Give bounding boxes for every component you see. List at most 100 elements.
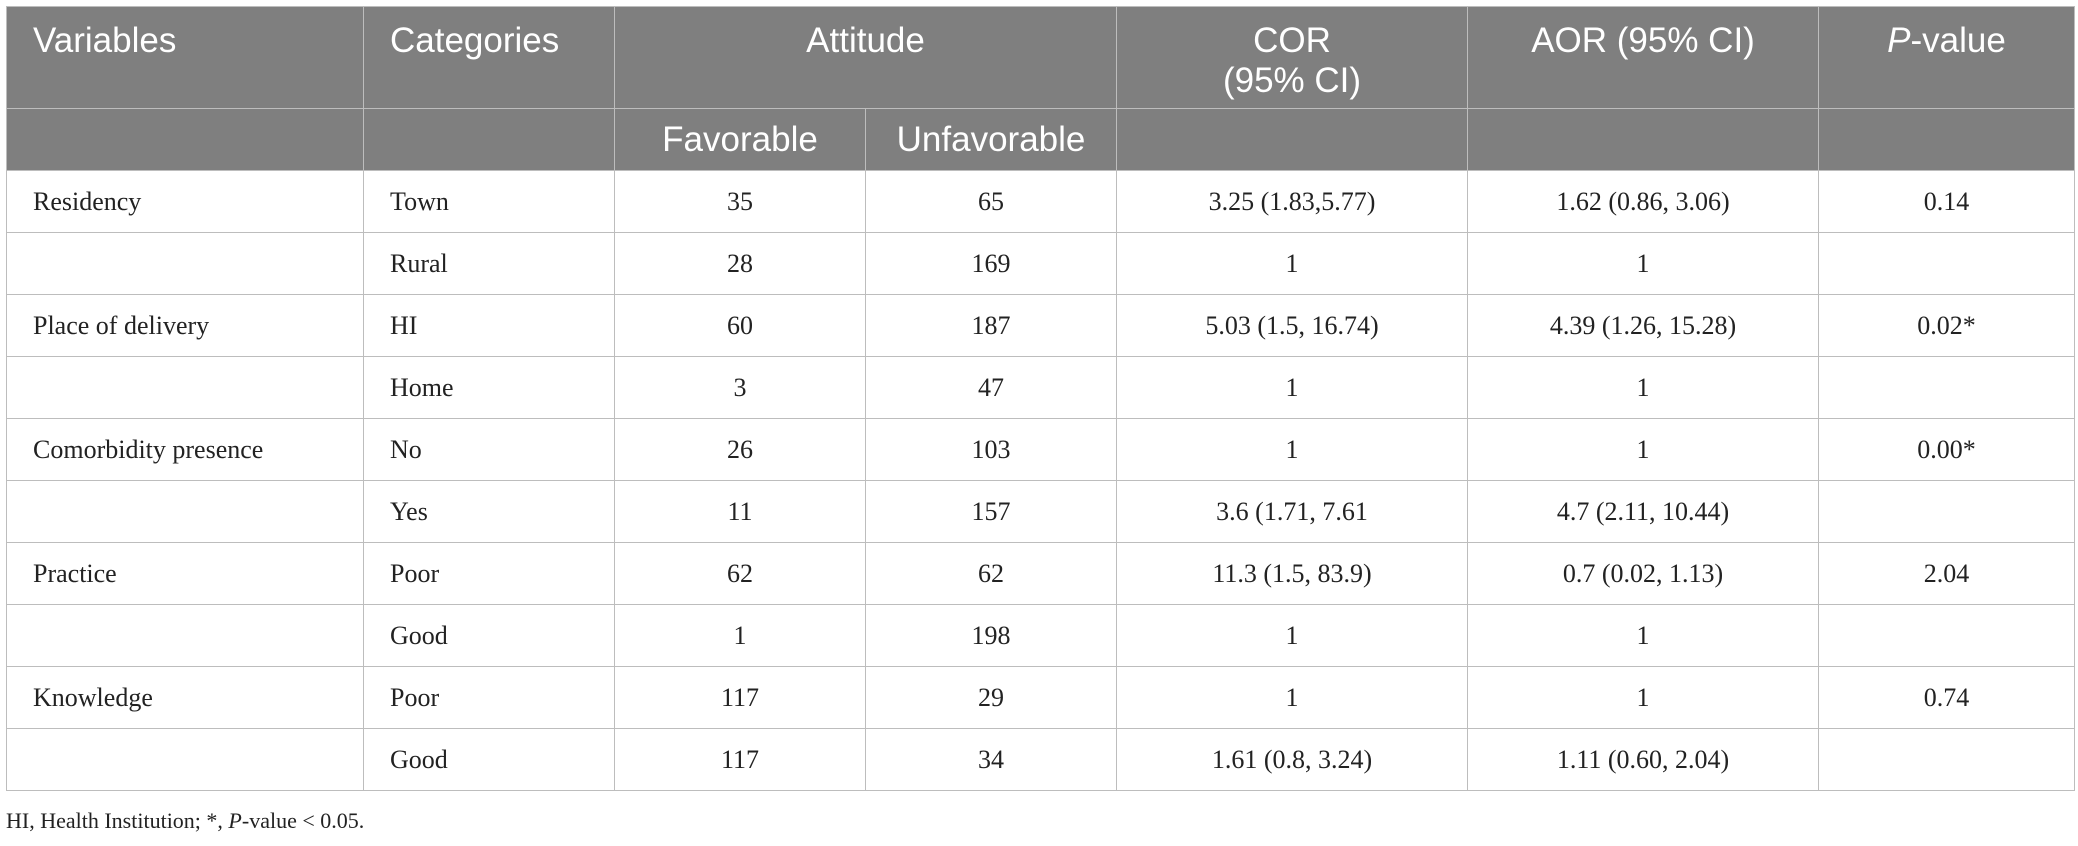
- cell-p-value: [1818, 356, 2076, 419]
- header-cor: COR (95% CI): [1116, 6, 1469, 109]
- cell-favorable: 117: [614, 666, 866, 729]
- cell-p-value: 0.14: [1818, 170, 2076, 233]
- cell-cor: 5.03 (1.5, 16.74): [1116, 294, 1469, 357]
- cell-cor: 3.6 (1.71, 7.61: [1116, 480, 1469, 543]
- cell-p-value: 0.02*: [1818, 294, 2076, 357]
- footnote-p-italic: P: [228, 808, 242, 833]
- cell-category: Home: [363, 356, 615, 419]
- cell-category: Good: [363, 728, 615, 791]
- cell-variable: [6, 728, 364, 791]
- cell-category: Good: [363, 604, 615, 667]
- cell-p-value: [1818, 604, 2076, 667]
- cell-variable: Place of delivery: [6, 294, 364, 357]
- cell-cor: 1: [1116, 418, 1469, 481]
- cell-favorable: 11: [614, 480, 866, 543]
- cell-cor: 1: [1116, 356, 1469, 419]
- cell-category: Rural: [363, 232, 615, 295]
- cell-favorable: 35: [614, 170, 866, 233]
- table-row: Good 117 34 1.61 (0.8, 3.24) 1.11 (0.60,…: [6, 728, 2076, 791]
- cell-p-value: 0.74: [1818, 666, 2076, 729]
- cell-variable: Knowledge: [6, 666, 364, 729]
- cell-variable: [6, 356, 364, 419]
- cell-unfavorable: 187: [864, 294, 1118, 357]
- header-p-italic: P: [1887, 21, 1911, 60]
- header-favorable: Favorable: [614, 108, 866, 171]
- cell-favorable: 117: [614, 728, 866, 791]
- header-categories: Categories: [363, 6, 615, 109]
- cell-favorable: 28: [614, 232, 866, 295]
- cell-aor: 1: [1467, 356, 1820, 419]
- header-empty-aor: [1467, 108, 1820, 171]
- cell-unfavorable: 103: [864, 418, 1118, 481]
- cell-aor: 0.7 (0.02, 1.13): [1467, 542, 1820, 605]
- header-empty-categories: [363, 108, 615, 171]
- table-row: Good 1 198 1 1: [6, 604, 2076, 667]
- cell-aor: 1: [1467, 666, 1820, 729]
- cell-category: No: [363, 418, 615, 481]
- cell-category: Poor: [363, 666, 615, 729]
- cell-p-value: [1818, 480, 2076, 543]
- table-body: Residency Town 35 65 3.25 (1.83,5.77) 1.…: [6, 170, 2076, 791]
- table-row: Knowledge Poor 117 29 1 1 0.74: [6, 666, 2076, 729]
- cell-unfavorable: 65: [864, 170, 1118, 233]
- header-p-value: P-value: [1818, 6, 2076, 109]
- cell-unfavorable: 34: [864, 728, 1118, 791]
- cell-unfavorable: 47: [864, 356, 1118, 419]
- cell-aor: 1.11 (0.60, 2.04): [1467, 728, 1820, 791]
- cell-aor: 4.7 (2.11, 10.44): [1467, 480, 1820, 543]
- cell-favorable: 26: [614, 418, 866, 481]
- header-variables: Variables: [6, 6, 364, 109]
- cell-cor: 1: [1116, 666, 1469, 729]
- cell-variable: Comorbidity presence: [6, 418, 364, 481]
- footnote-part2: -value < 0.05.: [241, 808, 365, 833]
- table-footnote: HI, Health Institution; *, P-value < 0.0…: [6, 808, 364, 834]
- cell-variable: [6, 604, 364, 667]
- header-cor-line2: (95% CI): [1222, 61, 1362, 100]
- cell-category: Town: [363, 170, 615, 233]
- cell-favorable: 3: [614, 356, 866, 419]
- table-row: Yes 11 157 3.6 (1.71, 7.61 4.7 (2.11, 10…: [6, 480, 2076, 543]
- cell-cor: 1: [1116, 604, 1469, 667]
- header-empty-cor: [1116, 108, 1469, 171]
- cell-favorable: 1: [614, 604, 866, 667]
- cell-cor: 1: [1116, 232, 1469, 295]
- table-header: Variables Categories Attitude COR (95% C…: [6, 6, 2076, 171]
- table-row: Home 3 47 1 1: [6, 356, 2076, 419]
- cell-p-value: [1818, 232, 2076, 295]
- header-row-2: Favorable Unfavorable: [6, 108, 2076, 171]
- header-p-rest: -value: [1910, 21, 2006, 60]
- results-table-container: Variables Categories Attitude COR (95% C…: [6, 6, 2076, 791]
- cell-variable: [6, 480, 364, 543]
- cell-p-value: 2.04: [1818, 542, 2076, 605]
- table-row: Residency Town 35 65 3.25 (1.83,5.77) 1.…: [6, 170, 2076, 233]
- header-empty-variables: [6, 108, 364, 171]
- cell-aor: 1.62 (0.86, 3.06): [1467, 170, 1820, 233]
- results-table: Variables Categories Attitude COR (95% C…: [6, 6, 2076, 791]
- cell-unfavorable: 198: [864, 604, 1118, 667]
- cell-category: HI: [363, 294, 615, 357]
- cell-category: Poor: [363, 542, 615, 605]
- header-attitude: Attitude: [613, 6, 1118, 109]
- cell-unfavorable: 62: [864, 542, 1118, 605]
- cell-aor: 1: [1467, 232, 1820, 295]
- cell-p-value: [1818, 728, 2076, 791]
- table-row: Place of delivery HI 60 187 5.03 (1.5, 1…: [6, 294, 2076, 357]
- cell-unfavorable: 29: [864, 666, 1118, 729]
- table-row: Rural 28 169 1 1: [6, 232, 2076, 295]
- cell-cor: 1.61 (0.8, 3.24): [1116, 728, 1469, 791]
- cell-cor: 3.25 (1.83,5.77): [1116, 170, 1469, 233]
- cell-cor: 11.3 (1.5, 83.9): [1116, 542, 1469, 605]
- header-cor-line1: COR: [1253, 21, 1331, 60]
- cell-unfavorable: 169: [864, 232, 1118, 295]
- header-aor: AOR (95% CI): [1467, 6, 1820, 109]
- cell-aor: 4.39 (1.26, 15.28): [1467, 294, 1820, 357]
- header-empty-p: [1818, 108, 2076, 171]
- cell-category: Yes: [363, 480, 615, 543]
- cell-favorable: 62: [614, 542, 866, 605]
- header-unfavorable: Unfavorable: [864, 108, 1118, 171]
- cell-unfavorable: 157: [864, 480, 1118, 543]
- header-row-1: Variables Categories Attitude COR (95% C…: [6, 6, 2076, 109]
- cell-variable: [6, 232, 364, 295]
- cell-aor: 1: [1467, 604, 1820, 667]
- footnote-part1: HI, Health Institution; *,: [6, 808, 229, 833]
